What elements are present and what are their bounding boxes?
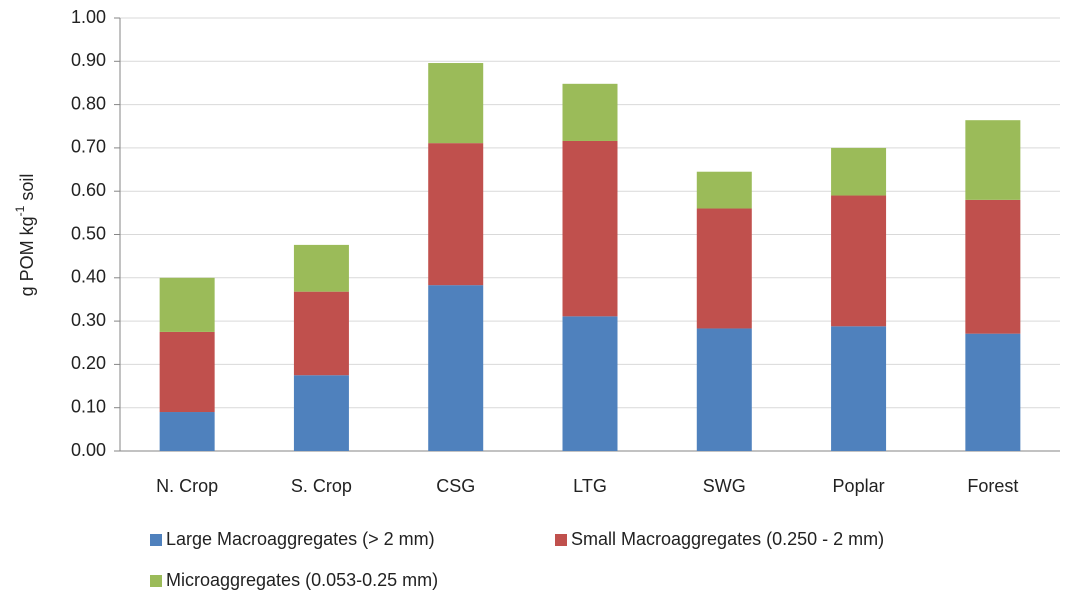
bar-segment — [831, 195, 887, 327]
bar-segment — [831, 147, 887, 196]
x-tick-label: N. Crop — [156, 476, 218, 496]
x-tick-label: CSG — [436, 476, 475, 496]
bar-segment — [428, 285, 484, 451]
bar-segment — [159, 277, 215, 332]
y-tick-label: 0.50 — [71, 223, 106, 243]
y-tick-label: 0.40 — [71, 267, 106, 287]
y-tick-label: 0.80 — [71, 93, 106, 113]
legend-label: Microaggregates (0.053-0.25 mm) — [166, 570, 438, 590]
bar-segment — [831, 326, 887, 451]
bar-segment — [428, 143, 484, 286]
x-tick-label: S. Crop — [291, 476, 352, 496]
bar-segment — [562, 140, 618, 317]
y-tick-label: 0.30 — [71, 310, 106, 330]
y-axis-label: g POM kg-1 soil — [13, 174, 37, 297]
y-tick-label: 0.60 — [71, 180, 106, 200]
legend-swatch — [555, 534, 567, 546]
y-tick-label: 0.00 — [71, 440, 106, 460]
bar-segment — [293, 291, 349, 376]
bar-segment — [293, 244, 349, 292]
y-tick-label: 0.10 — [71, 396, 106, 416]
legend-label: Small Macroaggregates (0.250 - 2 mm) — [571, 529, 884, 549]
legend-swatch — [150, 534, 162, 546]
bar-segment — [965, 120, 1021, 200]
bar-segment — [965, 199, 1021, 334]
bar-segment — [159, 412, 215, 451]
bar-segment — [159, 331, 215, 413]
y-tick-label: 0.70 — [71, 137, 106, 157]
bar-segment — [696, 328, 752, 451]
bar-segment — [562, 83, 618, 141]
bar-segment — [562, 316, 618, 451]
legend-label: Large Macroaggregates (> 2 mm) — [166, 529, 435, 549]
y-tick-label: 0.20 — [71, 353, 106, 373]
x-tick-label: Forest — [967, 476, 1018, 496]
legend-swatch — [150, 575, 162, 587]
y-tick-label: 1.00 — [71, 7, 106, 27]
bar-segment — [696, 208, 752, 329]
x-tick-label: LTG — [573, 476, 607, 496]
bar-segment — [696, 171, 752, 209]
y-tick-label: 0.90 — [71, 50, 106, 70]
bar-segment — [293, 375, 349, 451]
bar-segment — [428, 63, 484, 144]
x-tick-label: Poplar — [833, 476, 885, 496]
x-tick-label: SWG — [703, 476, 746, 496]
bar-segment — [965, 333, 1021, 451]
